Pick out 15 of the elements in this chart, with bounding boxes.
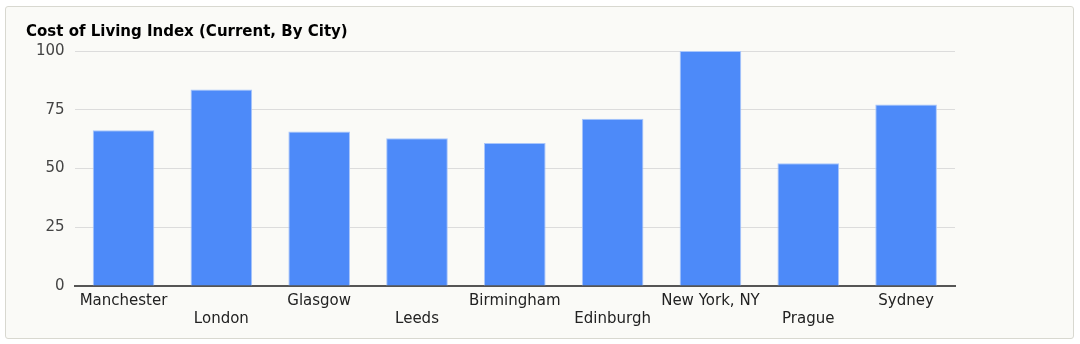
x-tick-label: Edinburgh [574,308,651,327]
x-tick-label: Prague [782,308,835,327]
x-tick-label: Birmingham [469,290,561,309]
x-tick-label: Sydney [878,290,934,309]
x-tick-label: New York, NY [661,290,761,309]
y-tick-label: 75 [45,99,65,118]
y-tick-label: 0 [55,275,65,294]
x-tick-label: Manchester [79,290,169,309]
chart-title: Cost of Living Index (Current, By City) [26,21,348,40]
x-tick-label: London [193,308,249,327]
x-tick-label: Glasgow [287,290,352,309]
y-tick-label: 50 [45,158,65,177]
y-tick-label: 25 [45,217,65,236]
y-tick-label: 100 [35,40,65,59]
x-tick-label: Leeds [395,308,440,327]
